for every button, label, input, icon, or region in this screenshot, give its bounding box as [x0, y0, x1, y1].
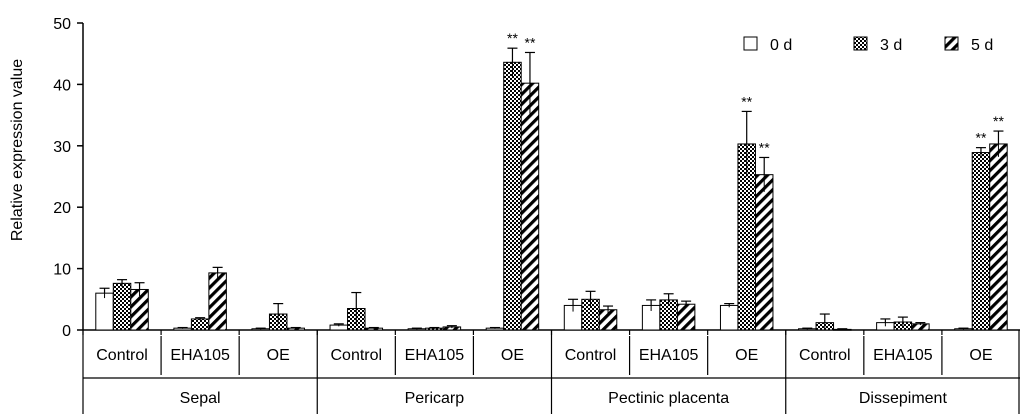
y-tick-label: 0: [62, 323, 71, 340]
bar: [719, 304, 739, 331]
bar: [971, 152, 991, 331]
y-tick-label: 50: [53, 16, 71, 33]
x-group-label: Pectinic placenta: [608, 390, 729, 407]
x-category-label: EHA105: [405, 347, 465, 364]
bar: [95, 292, 114, 331]
x-group-label: Sepal: [180, 390, 221, 407]
y-axis-label: Relative expression value: [9, 59, 26, 241]
x-category-label: EHA105: [170, 347, 230, 364]
significance-marker: **: [976, 130, 987, 146]
y-tick-label: 10: [53, 262, 71, 279]
x-category-label: OE: [969, 347, 992, 364]
x-category-label: Control: [565, 347, 617, 364]
x-category-label: OE: [735, 347, 758, 364]
bar: [112, 282, 132, 331]
legend: 0 d 3 d 5 d: [743, 36, 993, 54]
significance-marker: **: [741, 93, 752, 109]
legend-label: 3 d: [880, 37, 902, 54]
x-group-label: Pericarp: [405, 390, 465, 407]
significance-marker: **: [993, 113, 1004, 129]
bars-layer: ** ** ** ** ** **: [95, 30, 1008, 331]
bar: [676, 303, 696, 331]
y-tick-label: 20: [53, 200, 71, 217]
legend-swatch: [853, 36, 868, 51]
bar: [520, 82, 540, 331]
x-group-label: Dissepiment: [859, 390, 948, 407]
x-category-label: Control: [331, 347, 383, 364]
significance-marker: **: [759, 139, 770, 155]
x-category-label: Control: [799, 347, 851, 364]
bar: [503, 61, 522, 331]
x-category-label: OE: [267, 347, 290, 364]
x-axis-labels: Control EHA105 OE Sepal Control EHA105 OE Peric…: [82, 330, 1020, 414]
y-tick-label: 30: [53, 139, 71, 156]
x-category-label: EHA105: [873, 347, 933, 364]
legend-label: 0 d: [770, 37, 792, 54]
x-category-label: EHA105: [639, 347, 699, 364]
significance-marker: **: [507, 30, 518, 46]
bar: [989, 143, 1008, 331]
bar: [754, 174, 774, 331]
significance-marker: **: [525, 34, 536, 50]
bar: [190, 318, 210, 331]
x-category-label: Control: [96, 347, 148, 364]
legend-label: 5 d: [971, 37, 993, 54]
bar: [208, 272, 227, 331]
y-tick-label: 40: [53, 77, 71, 94]
x-category-label: OE: [501, 347, 524, 364]
legend-swatch: [944, 36, 959, 51]
legend-swatch: [743, 36, 758, 51]
